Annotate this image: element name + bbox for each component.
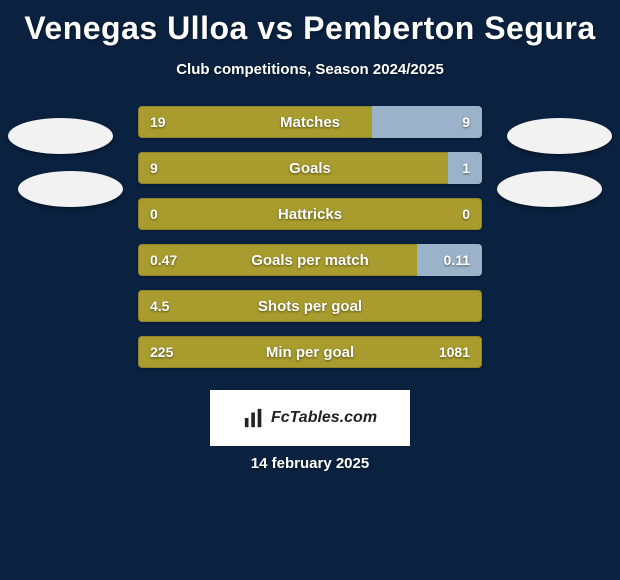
logo-text: FcTables.com [271,409,377,427]
subtitle: Club competitions, Season 2024/2025 [0,61,620,78]
bar-track: 4.5 Shots per goal [138,290,482,322]
date-text: 14 february 2025 [0,455,620,472]
stat-left-value: 0.47 [150,244,177,276]
stat-label: Hattricks [138,198,482,230]
stat-right-value: 9 [462,106,470,138]
bar-track: 0.47 Goals per match 0.11 [138,244,482,276]
page-title: Venegas Ulloa vs Pemberton Segura [0,0,620,47]
stat-left-value: 0 [150,198,158,230]
bar-chart-icon [243,407,265,429]
comparison-chart: 19 Matches 9 9 Goals 1 0 Hattricks 0 0.4… [0,106,620,368]
stat-label: Goals [138,152,482,184]
bar-track: 225 Min per goal 1081 [138,336,482,368]
bar-track: 9 Goals 1 [138,152,482,184]
stat-label: Min per goal [138,336,482,368]
stat-left-value: 225 [150,336,173,368]
stat-row: 9 Goals 1 [0,152,620,184]
fctables-logo[interactable]: FcTables.com [210,390,410,446]
stat-right-value: 0.11 [444,244,470,276]
stat-left-value: 19 [150,106,166,138]
stat-left-value: 4.5 [150,290,169,322]
stat-row: 4.5 Shots per goal [0,290,620,322]
bar-track: 19 Matches 9 [138,106,482,138]
stat-label: Shots per goal [138,290,482,322]
stat-row: 19 Matches 9 [0,106,620,138]
stat-left-value: 9 [150,152,158,184]
stat-right-value: 1081 [439,336,470,368]
stat-row: 225 Min per goal 1081 [0,336,620,368]
bar-track: 0 Hattricks 0 [138,198,482,230]
stat-row: 0 Hattricks 0 [0,198,620,230]
stat-right-value: 0 [462,198,470,230]
stat-row: 0.47 Goals per match 0.11 [0,244,620,276]
stat-right-value: 1 [462,152,470,184]
